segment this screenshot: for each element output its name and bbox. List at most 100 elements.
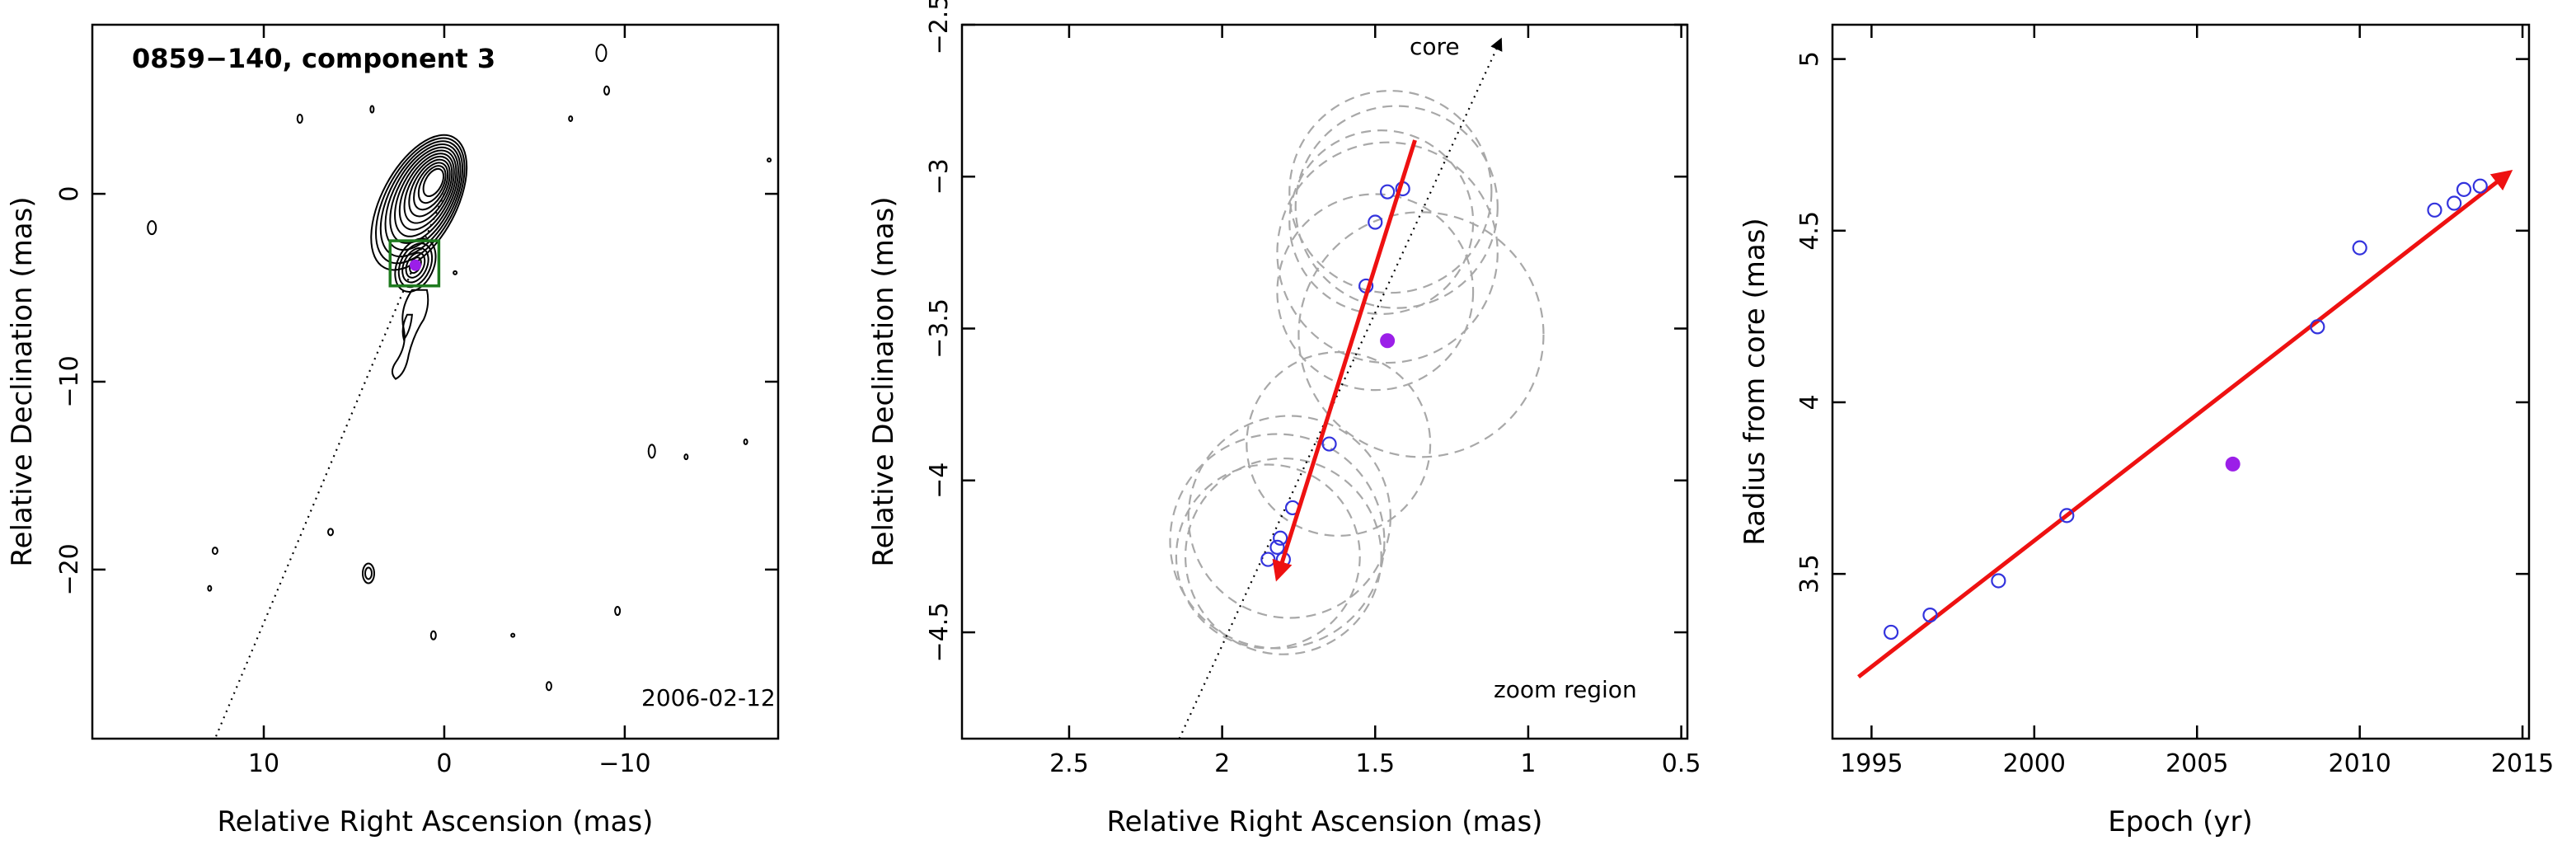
position-point: [1368, 214, 1383, 230]
zoom-x-tick-label: 0.5: [1662, 749, 1701, 778]
position-point: [1321, 436, 1337, 452]
position-point: [1273, 530, 1288, 546]
zoom-y-tick-label: −4.5: [925, 603, 954, 663]
radius-y-tick-label: 3.5: [1795, 554, 1824, 594]
beam-circle: [1297, 211, 1545, 458]
core-contour: [370, 134, 468, 271]
core-contour: [398, 153, 455, 231]
noise-contour: [647, 444, 656, 459]
noise-contour: [595, 44, 608, 63]
noise-contour: [327, 528, 335, 537]
radius-point: [1922, 608, 1938, 623]
zoom-y-axis-label: Relative Declination (mas): [867, 196, 900, 566]
jet-tail-contour: [391, 289, 429, 380]
zoom-x-tick-label: 2: [1214, 749, 1230, 778]
noise-contour: [369, 105, 375, 114]
noise-contour: [429, 630, 437, 641]
position-point: [1260, 552, 1276, 567]
map-title: 0859−140, component 3: [132, 43, 495, 74]
zoom-y-tick-label: −3: [925, 158, 954, 195]
radius-point: [1883, 624, 1899, 641]
position-point: [1269, 539, 1285, 555]
beam-circle: [1288, 129, 1475, 316]
radius-point: [2447, 195, 2462, 211]
core-label: core: [1410, 33, 1460, 60]
noise-contour: [510, 632, 516, 638]
zoom-y-tick-label: −3.5: [925, 298, 954, 359]
radius-frame: [1831, 23, 2531, 740]
map-x-tick-label: −10: [598, 749, 650, 778]
position-point: [1380, 184, 1396, 200]
motion-fit-arrow: [1272, 139, 1417, 582]
radius-fit-arrow: [1857, 169, 2513, 679]
component-contour: [401, 246, 429, 284]
noise-contour: [743, 438, 748, 445]
component-contour: [405, 251, 426, 279]
beam-circle: [1276, 193, 1475, 392]
radius-y-tick-label: 4: [1795, 394, 1824, 410]
beam-circle: [1294, 105, 1499, 309]
radius-x-tick-label: 2000: [2003, 749, 2066, 778]
highlighted-epoch-point: [1380, 333, 1396, 349]
zoom-panel: 2.5 2 1.5 1 0.5 −2.5 −3 −3.5 −4 −4.5 core zoom re…: [867, 0, 1701, 838]
radius-point: [1991, 573, 2006, 589]
map-x-tick-label: 10: [248, 749, 279, 778]
radius-point: [2427, 202, 2442, 218]
core-contour: [394, 149, 457, 237]
map-y-tick-label: 0: [55, 186, 84, 202]
highlighted-radius-point: [2225, 456, 2241, 472]
beam-circle: [1187, 415, 1391, 619]
noise-contour: [296, 113, 303, 124]
core-contour: [417, 165, 447, 204]
jet-tail-contour: [401, 313, 414, 341]
noise-contour: [211, 547, 218, 556]
map-x-axis-label: Relative Right Ascension (mas): [218, 805, 654, 838]
zoom-frame: [960, 23, 1689, 740]
zoom-region-label: zoom region: [1494, 676, 1637, 703]
map-y-tick-label: −10: [55, 355, 84, 407]
core-contour: [375, 137, 466, 265]
noise-contour: [545, 681, 552, 692]
radius-x-tick-label: 2015: [2491, 749, 2554, 778]
noise-contour: [453, 270, 458, 275]
component-marker: [409, 259, 421, 271]
map-date: 2006-02-12: [641, 684, 776, 711]
noise-contour: [364, 566, 373, 580]
noise-contour: [614, 606, 622, 617]
zoom-x-tick-label: 2.5: [1049, 749, 1089, 778]
radius-point: [2059, 508, 2075, 523]
beam-circle: [1175, 463, 1361, 650]
radius-y-tick-label: 4.5: [1795, 211, 1824, 251]
core-contour: [422, 167, 445, 198]
zoom-y-tick-label: −4: [925, 462, 954, 499]
core-contour: [384, 143, 462, 251]
radius-y-axis-label: Radius from core (mas): [1738, 218, 1771, 545]
core-contour: [403, 155, 453, 224]
core-direction-line: [1178, 37, 1503, 739]
map-y-tick-label: −20: [55, 543, 84, 595]
vlbi-map-panel: 10 0 −10 0 −10 −20 0859−140, component 3 2006…: [6, 23, 780, 838]
core-contour: [413, 162, 449, 211]
noise-contour: [207, 584, 213, 592]
core-contour: [408, 158, 451, 218]
radius-point: [2456, 181, 2472, 197]
radius-x-tick-label: 2005: [2165, 749, 2228, 778]
zoom-y-tick-label: −2.5: [925, 0, 954, 54]
beam-circle: [1184, 457, 1382, 655]
zoom-x-axis-label: Relative Right Ascension (mas): [1107, 805, 1543, 838]
map-y-axis-label: Relative Declination (mas): [6, 196, 39, 566]
radius-y-tick-label: 5: [1795, 51, 1824, 67]
noise-contour: [361, 562, 375, 584]
noise-contour: [767, 157, 772, 163]
radius-x-tick-label: 1995: [1840, 749, 1903, 778]
noise-contour: [683, 453, 689, 461]
core-contour: [379, 140, 464, 258]
radius-point: [2472, 178, 2488, 194]
zoom-box: [388, 239, 441, 288]
noise-contour: [568, 115, 574, 122]
trajectory-line: [213, 193, 445, 739]
noise-contour: [147, 220, 157, 236]
radius-x-tick-label: 2010: [2328, 749, 2391, 778]
